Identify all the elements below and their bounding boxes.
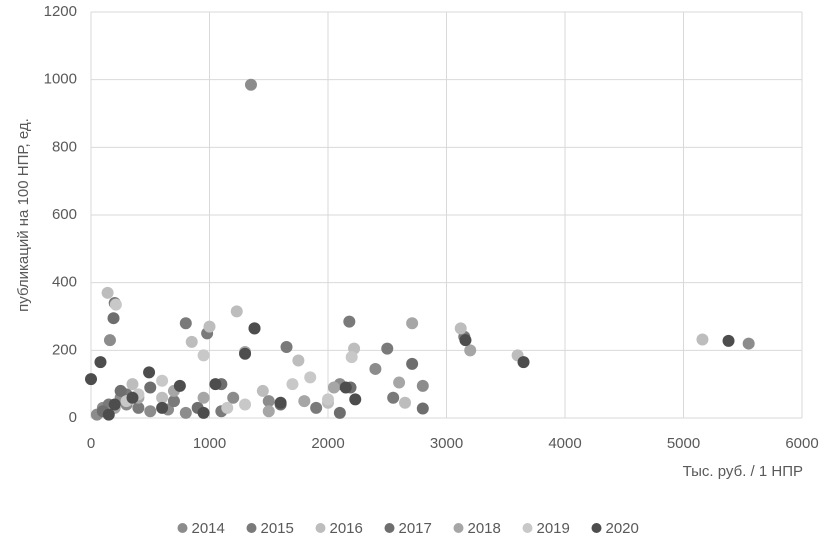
legend-marker (384, 523, 395, 533)
point (406, 317, 419, 330)
point (144, 381, 157, 394)
point (454, 322, 467, 335)
y-tick-label: 800 (52, 138, 77, 155)
point (109, 298, 122, 311)
x-tick-label: 2000 (311, 435, 344, 452)
point (349, 393, 362, 406)
y-tick-label: 200 (52, 341, 77, 358)
point (393, 376, 406, 389)
point (108, 398, 121, 411)
point (416, 402, 429, 415)
point (209, 378, 222, 391)
point (387, 391, 400, 404)
y-axis-label: публикаций на 100 НПР, ед. (15, 118, 32, 312)
x-tick-label: 1000 (193, 435, 226, 452)
point (381, 342, 394, 355)
point (256, 384, 269, 397)
point (179, 317, 192, 330)
point (310, 401, 323, 414)
point (103, 334, 116, 347)
legend-marker (522, 523, 533, 533)
point (185, 335, 198, 348)
point (298, 395, 311, 408)
point (156, 374, 169, 387)
point (101, 286, 114, 299)
legend-marker (315, 523, 326, 533)
legend-marker (177, 523, 188, 533)
point (327, 381, 340, 394)
point (114, 384, 127, 397)
legend-label: 2015 (261, 520, 294, 537)
point (339, 381, 352, 394)
point (459, 334, 472, 347)
point (94, 356, 107, 369)
point (167, 395, 180, 408)
legend-label: 2017 (399, 520, 432, 537)
point (280, 340, 293, 353)
x-tick-label: 6000 (785, 435, 818, 452)
legend-marker (591, 523, 602, 533)
point (286, 378, 299, 391)
point (464, 344, 477, 357)
point (227, 391, 240, 404)
point (244, 78, 257, 91)
point (722, 334, 735, 347)
point (156, 401, 169, 414)
point (345, 351, 358, 364)
point (239, 347, 252, 360)
y-tick-label: 1200 (44, 3, 77, 20)
point (203, 320, 216, 333)
point (173, 379, 186, 392)
point (143, 366, 156, 379)
x-tick-label: 4000 (548, 435, 581, 452)
point (197, 406, 210, 419)
y-tick-label: 400 (52, 274, 77, 291)
point (248, 322, 261, 335)
point (144, 405, 157, 418)
point (262, 395, 275, 408)
legend-marker (453, 523, 464, 533)
legend-marker (246, 523, 257, 533)
point (107, 312, 120, 325)
point (304, 371, 317, 384)
point (132, 401, 145, 414)
point (696, 333, 709, 346)
legend-label: 2016 (330, 520, 363, 537)
y-tick-label: 0 (69, 409, 77, 426)
point (85, 373, 97, 386)
legend-label: 2019 (537, 520, 570, 537)
x-tick-label: 3000 (430, 435, 463, 452)
point (343, 315, 356, 328)
point (126, 391, 139, 404)
x-axis-label: Тыс. руб. / 1 НПР (683, 463, 803, 480)
point (179, 406, 192, 419)
legend-label: 2018 (468, 520, 501, 537)
legend-label: 2020 (606, 520, 639, 537)
point (406, 357, 419, 370)
point (126, 378, 139, 391)
point (399, 396, 412, 409)
point (333, 406, 346, 419)
point (262, 405, 275, 418)
point (156, 391, 169, 404)
point (416, 379, 429, 392)
y-tick-label: 600 (52, 206, 77, 223)
y-tick-label: 1000 (44, 71, 77, 88)
point (369, 362, 382, 375)
point (292, 354, 305, 367)
point (322, 393, 334, 406)
point (102, 408, 115, 421)
point (517, 356, 530, 369)
point (230, 305, 243, 318)
legend-label: 2014 (192, 520, 225, 537)
point (221, 401, 234, 414)
x-tick-label: 0 (87, 435, 95, 452)
point (742, 337, 755, 350)
point (239, 398, 252, 411)
point (197, 391, 210, 404)
point (274, 396, 287, 409)
point (197, 349, 210, 362)
x-tick-label: 5000 (667, 435, 700, 452)
